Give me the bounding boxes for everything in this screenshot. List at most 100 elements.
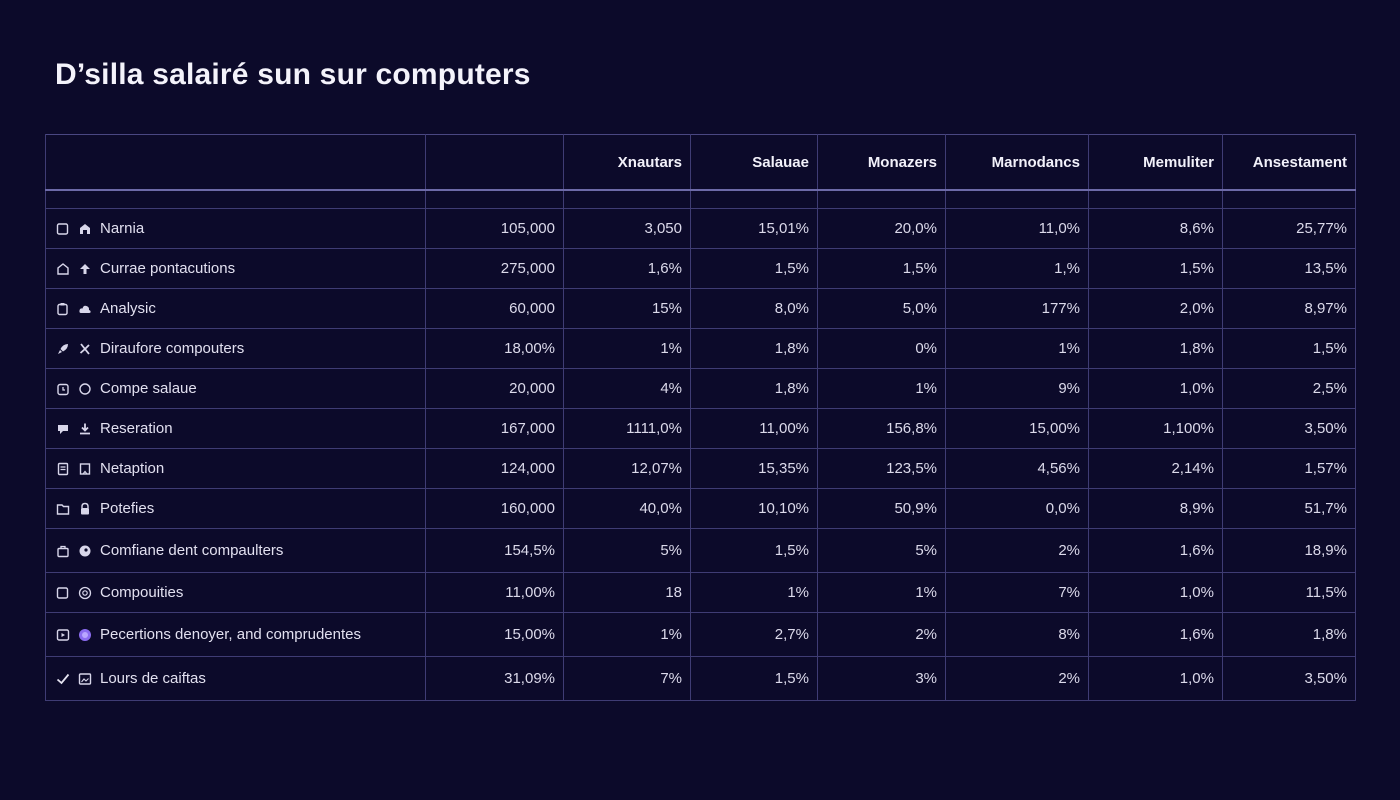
- table-cell: 8,6%: [1088, 208, 1223, 249]
- column-header[interactable]: [45, 134, 426, 191]
- table-cell: 1%: [817, 572, 946, 613]
- checkbox-icon[interactable]: [56, 222, 70, 236]
- column-header[interactable]: Ansestament: [1222, 134, 1356, 191]
- clipboard-icon: [56, 302, 70, 316]
- table-cell: 167,000: [425, 408, 564, 449]
- table-row[interactable]: Narnia 105,000 3,050 15,01% 20,0% 11,0% 8,6% 25…: [45, 208, 1356, 249]
- row-name-cell: Pecertions denoyer, and comprudentes: [45, 612, 426, 657]
- row-label: Potefies: [100, 500, 155, 517]
- table-cell: 2,7%: [690, 612, 818, 657]
- table-cell: 51,7%: [1222, 488, 1356, 529]
- table-row[interactable]: Pecertions denoyer, and comprudentes 15,0…: [45, 612, 1356, 657]
- tools-icon: [78, 342, 92, 356]
- row-label: Pecertions denoyer, and comprudentes: [100, 626, 361, 643]
- table-cell: 1,0%: [1088, 368, 1223, 409]
- table-row[interactable]: Currae pontacutions 275,000 1,6% 1,5% 1,5% 1,…: [45, 248, 1356, 289]
- table-cell: 11,5%: [1222, 572, 1356, 613]
- table-body: Narnia 105,000 3,050 15,01% 20,0% 11,0% 8,6% 25…: [45, 190, 1356, 701]
- table-cell: 1,0%: [1088, 572, 1223, 613]
- table-cell: 1%: [945, 328, 1089, 369]
- row-label: Analysic: [100, 300, 156, 317]
- table-row[interactable]: Compe salaue 20,000 4% 1,8% 1% 9% 1,0% 2,5%: [45, 368, 1356, 409]
- table-cell: 1,0%: [1088, 656, 1223, 701]
- table-cell: 123,5%: [817, 448, 946, 489]
- table-cell: 1,8%: [690, 328, 818, 369]
- table-cell: 9%: [945, 368, 1089, 409]
- table-cell: 0%: [817, 328, 946, 369]
- table-cell: 10,10%: [690, 488, 818, 529]
- table-cell: 18,00%: [425, 328, 564, 369]
- row-name-cell: Compouities: [45, 572, 426, 613]
- column-header[interactable]: Salauae: [690, 134, 818, 191]
- check-icon: [56, 672, 70, 686]
- table-cell: 15,01%: [690, 208, 818, 249]
- column-header[interactable]: Monazers: [817, 134, 946, 191]
- table-cell: 8,97%: [1222, 288, 1356, 329]
- column-header[interactable]: Memuliter: [1088, 134, 1223, 191]
- table-cell: 12,07%: [563, 448, 691, 489]
- checkbox-icon[interactable]: [56, 586, 70, 600]
- row-label: Reseration: [100, 420, 173, 437]
- table-cell: 50,9%: [817, 488, 946, 529]
- table-cell: 0,0%: [945, 488, 1089, 529]
- arrow-up-icon: [78, 262, 92, 276]
- lock-icon: [78, 502, 92, 516]
- table-row[interactable]: Diraufore compouters 18,00% 1% 1,8% 0% 1% 1,8%…: [45, 328, 1356, 369]
- table-cell: 2,0%: [1088, 288, 1223, 329]
- briefcase-icon: [56, 262, 70, 276]
- circle-icon: [78, 382, 92, 396]
- table-cell: 1,8%: [690, 368, 818, 409]
- row-label: Netaption: [100, 460, 165, 477]
- row-label: Compouities: [100, 584, 184, 601]
- chat-icon: [56, 422, 70, 436]
- column-header[interactable]: [425, 134, 564, 191]
- table-cell: 18: [563, 572, 691, 613]
- table-cell: 4%: [563, 368, 691, 409]
- row-label: Lours de caiftas: [100, 670, 206, 687]
- table-cell: 15,35%: [690, 448, 818, 489]
- salary-table-container: Xnautars Salauae Monazers Marnodancs Mem…: [45, 134, 1356, 701]
- row-name-cell: Lours de caiftas: [45, 656, 426, 701]
- table-cell: 1,5%: [690, 248, 818, 289]
- table-cell: 1,%: [945, 248, 1089, 289]
- cloud-icon: [78, 302, 92, 316]
- table-cell: 1,6%: [563, 248, 691, 289]
- table-cell: 8%: [945, 612, 1089, 657]
- row-label: Compe salaue: [100, 380, 197, 397]
- table-cell: 1%: [563, 612, 691, 657]
- table-cell: 7%: [563, 656, 691, 701]
- table-cell: 15%: [563, 288, 691, 329]
- target-icon: [78, 586, 92, 600]
- image-icon: [78, 672, 92, 686]
- column-header[interactable]: Marnodancs: [945, 134, 1089, 191]
- bag-icon: [56, 544, 70, 558]
- table-row[interactable]: Compouities 11,00% 18 1% 1% 7% 1,0% 11,5%: [45, 572, 1356, 613]
- table-cell: 1,5%: [817, 248, 946, 289]
- table-row[interactable]: Comfiane dent compaulters 154,5% 5% 1,5% 5% 2…: [45, 528, 1356, 573]
- table-row[interactable]: Netaption 124,000 12,07% 15,35% 123,5% 4,56% 2…: [45, 448, 1356, 489]
- table-cell: 1,6%: [1088, 612, 1223, 657]
- table-cell: 156,8%: [817, 408, 946, 449]
- table-cell: 11,00%: [425, 572, 564, 613]
- table-cell: 1111,0%: [563, 408, 691, 449]
- row-name-cell: Comfiane dent compaulters: [45, 528, 426, 573]
- table-cell: 15,00%: [425, 612, 564, 657]
- table-row[interactable]: Lours de caiftas 31,09% 7% 1,5% 3% 2% 1,0% 3,50…: [45, 656, 1356, 701]
- table-cell: 177%: [945, 288, 1089, 329]
- salary-table: Xnautars Salauae Monazers Marnodancs Mem…: [45, 134, 1356, 701]
- purple-dot-icon: [78, 628, 92, 642]
- header-spacer-row: [45, 190, 1356, 209]
- table-cell: 18,9%: [1222, 528, 1356, 573]
- table-cell: 1,5%: [690, 528, 818, 573]
- column-header[interactable]: Xnautars: [563, 134, 691, 191]
- table-header-row: Xnautars Salauae Monazers Marnodancs Mem…: [45, 134, 1356, 191]
- table-cell: 1,8%: [1088, 328, 1223, 369]
- row-name-cell: Analysic: [45, 288, 426, 329]
- row-label: Currae pontacutions: [100, 260, 236, 277]
- table-cell: 160,000: [425, 488, 564, 529]
- table-row[interactable]: Analysic 60,000 15% 8,0% 5,0% 177% 2,0% 8,97%: [45, 288, 1356, 329]
- table-row[interactable]: Potefies 160,000 40,0% 10,10% 50,9% 0,0% 8,9% 5…: [45, 488, 1356, 529]
- table-row[interactable]: Reseration 167,000 1111,0% 11,00% 156,8% 15,0…: [45, 408, 1356, 449]
- table-cell: 2,14%: [1088, 448, 1223, 489]
